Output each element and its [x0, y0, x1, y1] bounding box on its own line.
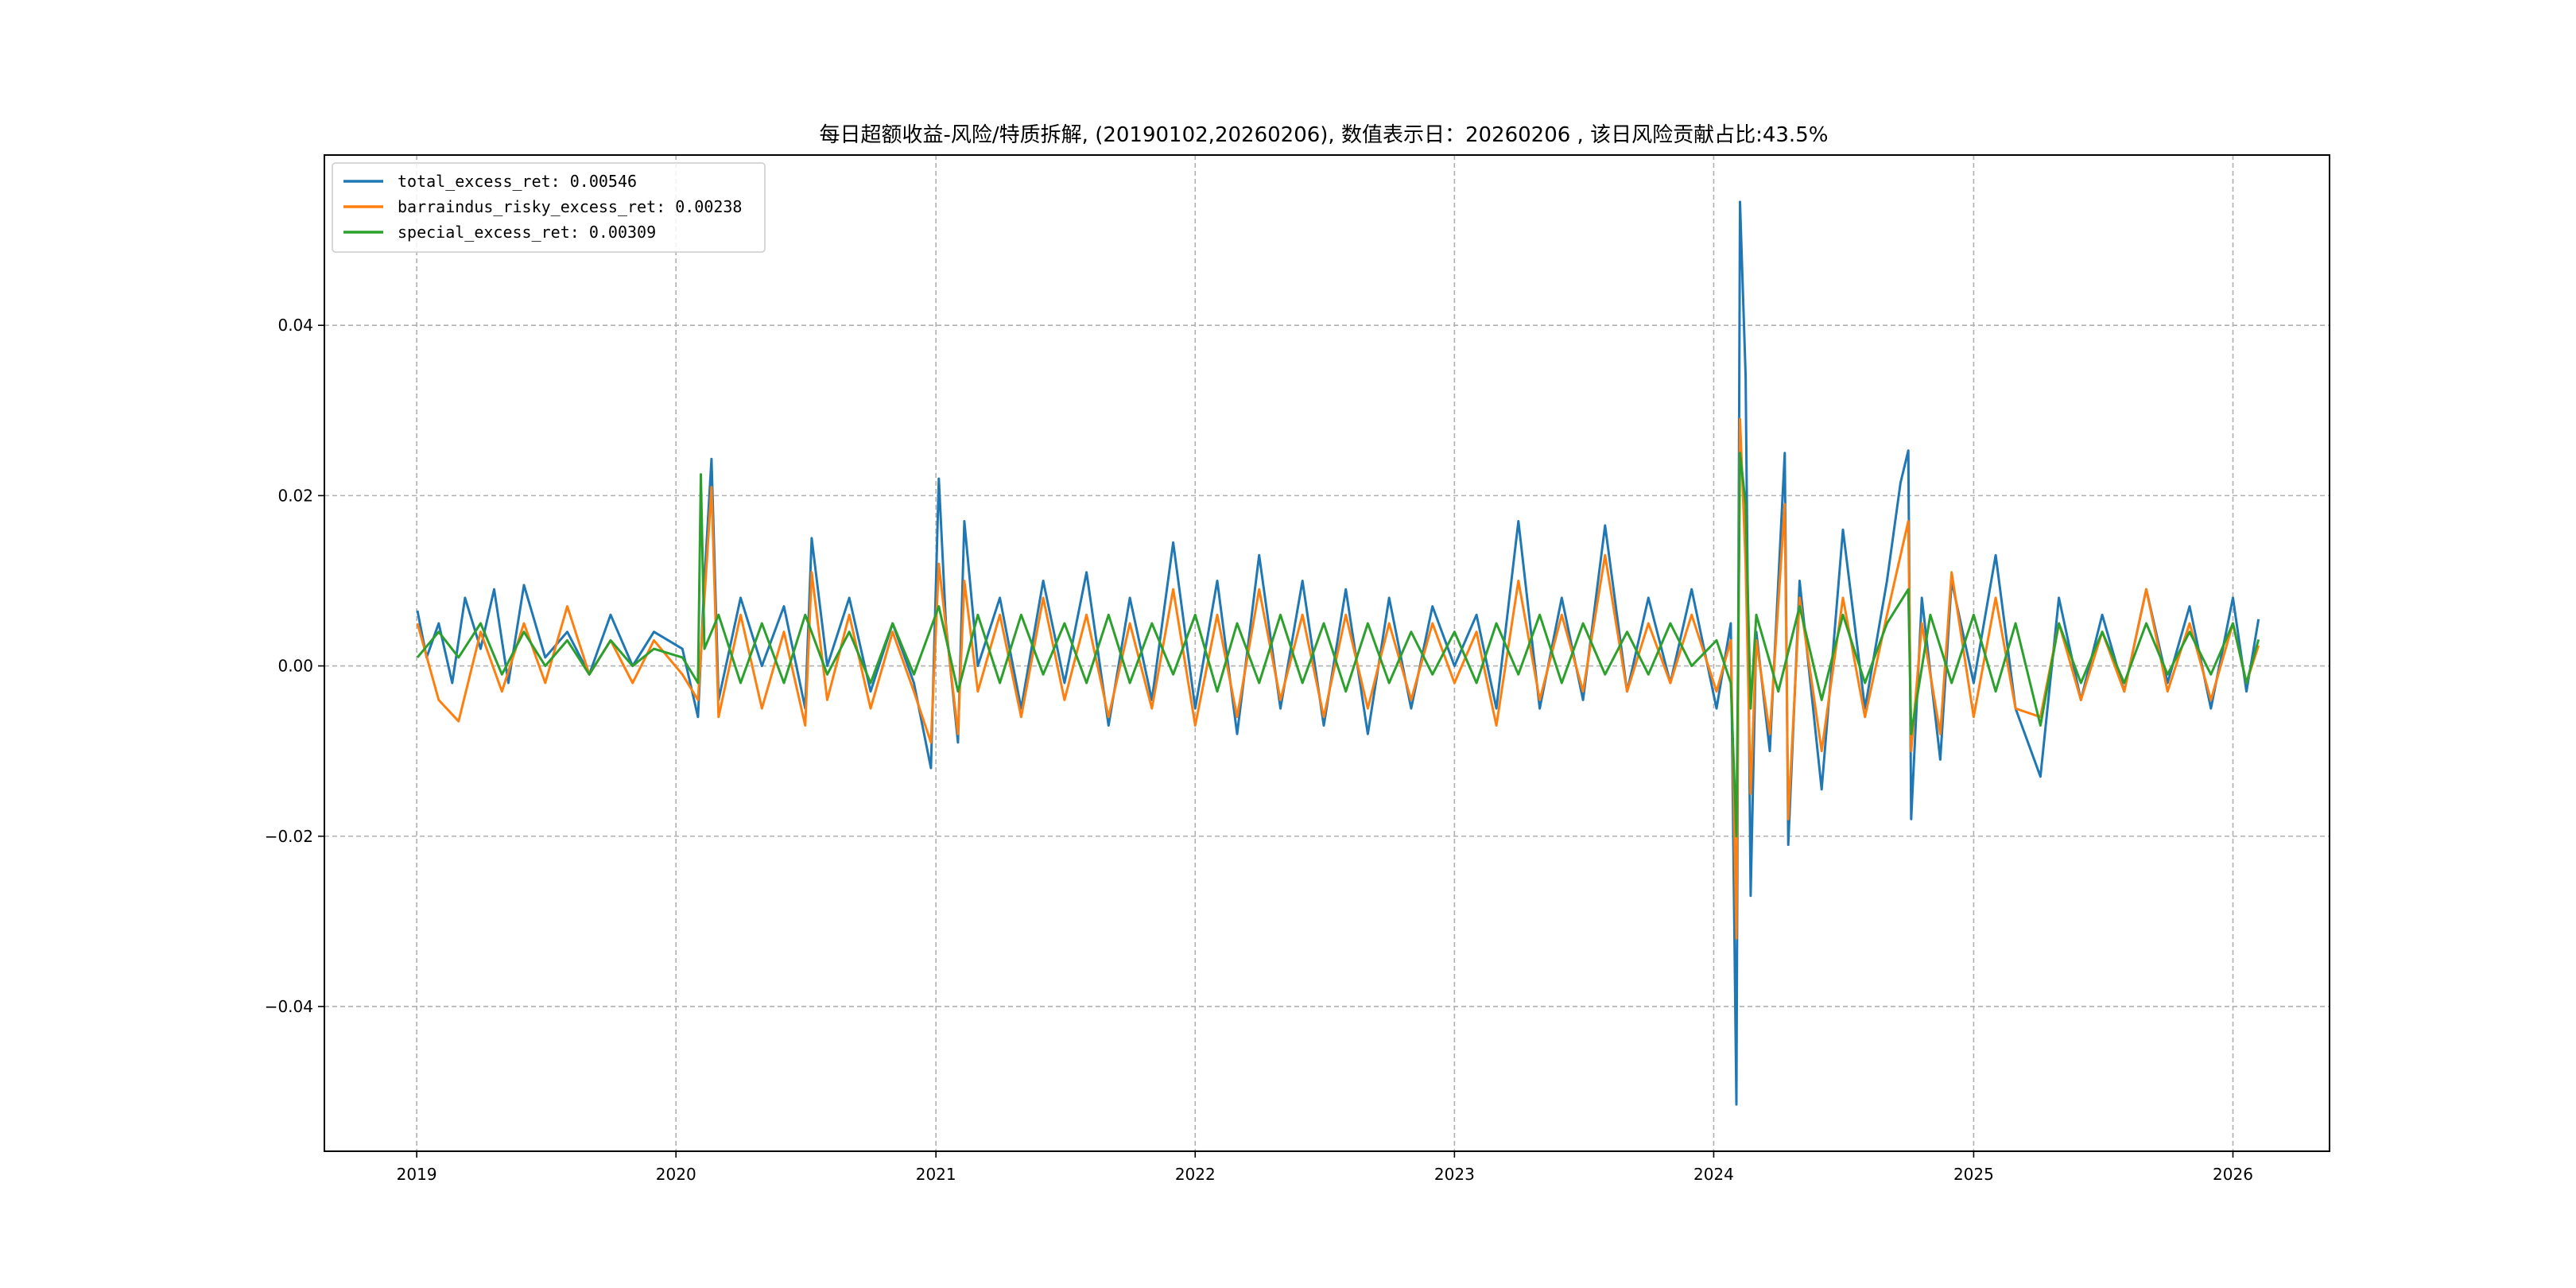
legend-box [332, 162, 766, 253]
y-tick-label: −0.02 [265, 827, 313, 846]
y-tick-label: −0.04 [265, 997, 313, 1016]
x-tick-label: 2019 [397, 1165, 437, 1184]
x-tick-label: 2021 [916, 1165, 956, 1184]
chart-title: 每日超额收益-风险/特质拆解, (20190102,20260206), 数值表… [820, 123, 1829, 147]
y-tick-label: 0.04 [277, 316, 313, 335]
legend-label: barraindus_risky_excess_ret: 0.00238 [398, 197, 742, 216]
x-tick-label: 2025 [1953, 1165, 1994, 1184]
legend: total_excess_ret: 0.00546 barraindus_risk… [332, 162, 766, 253]
axes-frame [324, 154, 2330, 1152]
x-tick-label: 2026 [2213, 1165, 2253, 1184]
plot-area [416, 200, 2260, 1106]
grid [324, 155, 2330, 1151]
x-tick-label: 2020 [656, 1165, 696, 1184]
legend-label: total_excess_ret: 0.00546 [398, 172, 637, 191]
axis-ticks: 2019 2020 2021 2022 2023 2024 2025 2026 0.04 0.02… [265, 316, 2253, 1184]
x-tick-label: 2024 [1693, 1165, 1734, 1184]
series-line-special-excess-ret [416, 452, 2260, 838]
x-tick-label: 2023 [1434, 1165, 1475, 1184]
x-tick-label: 2022 [1175, 1165, 1216, 1184]
series-line-barraindus-risky-excess-ret [416, 417, 2260, 940]
y-tick-label: 0.00 [277, 657, 313, 676]
y-tick-label: 0.02 [277, 486, 313, 505]
legend-label: special_excess_ret: 0.00309 [398, 223, 656, 242]
